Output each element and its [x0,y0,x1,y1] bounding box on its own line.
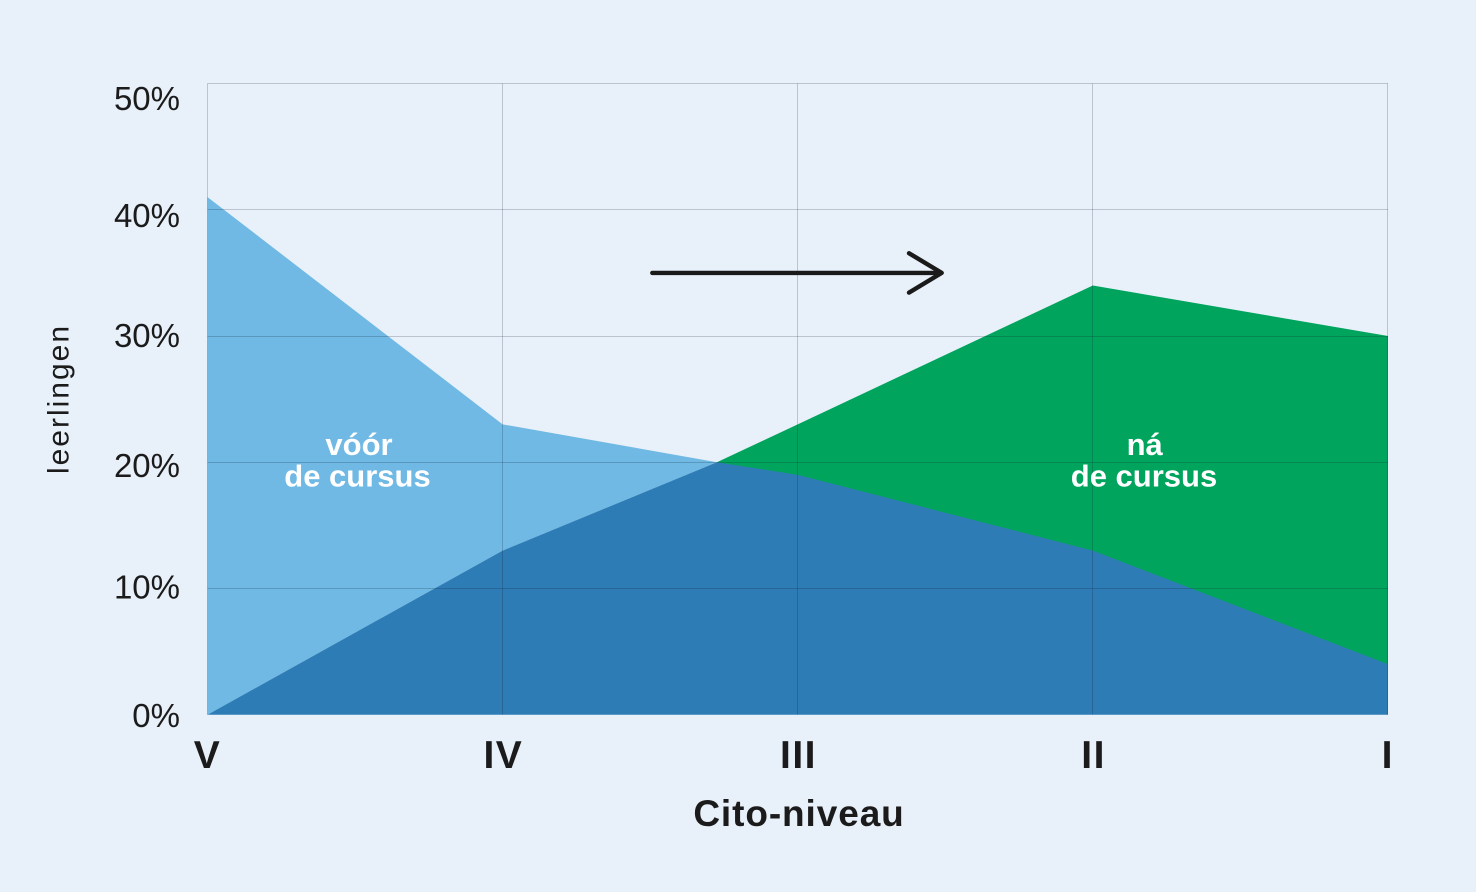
svg-text:IV: IV [483,734,523,777]
svg-text:vóór: vóór [325,427,392,462]
svg-text:ná: ná [1127,427,1164,462]
svg-text:de cursus: de cursus [1071,458,1217,493]
svg-text:30%: 30% [114,317,180,354]
svg-text:de cursus: de cursus [284,458,430,493]
svg-text:II: II [1081,734,1106,777]
svg-text:40%: 40% [114,197,180,234]
svg-text:0%: 0% [132,697,180,734]
svg-text:10%: 10% [114,568,180,605]
svg-text:I: I [1382,734,1394,777]
svg-text:III: III [780,734,817,777]
svg-text:50%: 50% [114,80,180,117]
svg-text:leerlingen: leerlingen [43,324,76,474]
svg-text:V: V [194,734,222,777]
svg-text:20%: 20% [114,447,180,484]
svg-text:Cito-niveau: Cito-niveau [693,793,904,834]
